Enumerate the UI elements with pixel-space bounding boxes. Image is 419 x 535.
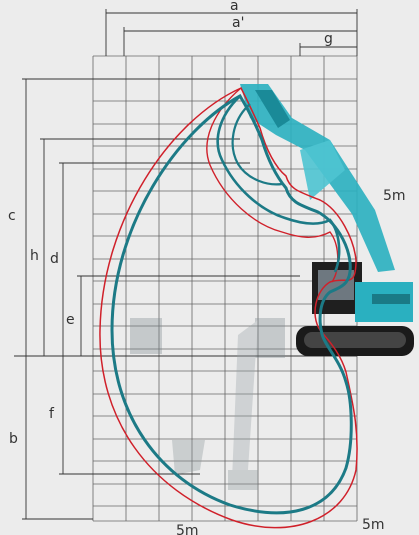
excavator-boom <box>240 84 395 272</box>
label-a-prime: a' <box>232 15 244 31</box>
scale-label-right-upper: 5m <box>383 188 406 204</box>
label-c: c <box>8 208 16 224</box>
working-range-standard-arm-inner-2 <box>231 103 283 186</box>
label-h: h <box>30 248 39 264</box>
label-a: a <box>230 0 239 14</box>
label-f: f <box>49 406 55 422</box>
working-range-long-arm <box>99 87 358 529</box>
excavator-body <box>296 262 414 356</box>
label-e: e <box>66 312 75 328</box>
label-d: d <box>50 251 59 267</box>
dimension-lines <box>14 9 358 520</box>
scale-label-bottom: 5m <box>176 523 199 535</box>
scale-label-right-lower: 5m <box>362 517 385 533</box>
working-range-standard-arm <box>110 93 353 515</box>
label-b: b <box>9 431 18 447</box>
excavator-arm-ghost <box>130 318 285 490</box>
working-range-long-arm-inner <box>206 87 339 283</box>
working-range-standard-arm-inner <box>216 95 341 273</box>
label-g: g <box>324 31 333 47</box>
